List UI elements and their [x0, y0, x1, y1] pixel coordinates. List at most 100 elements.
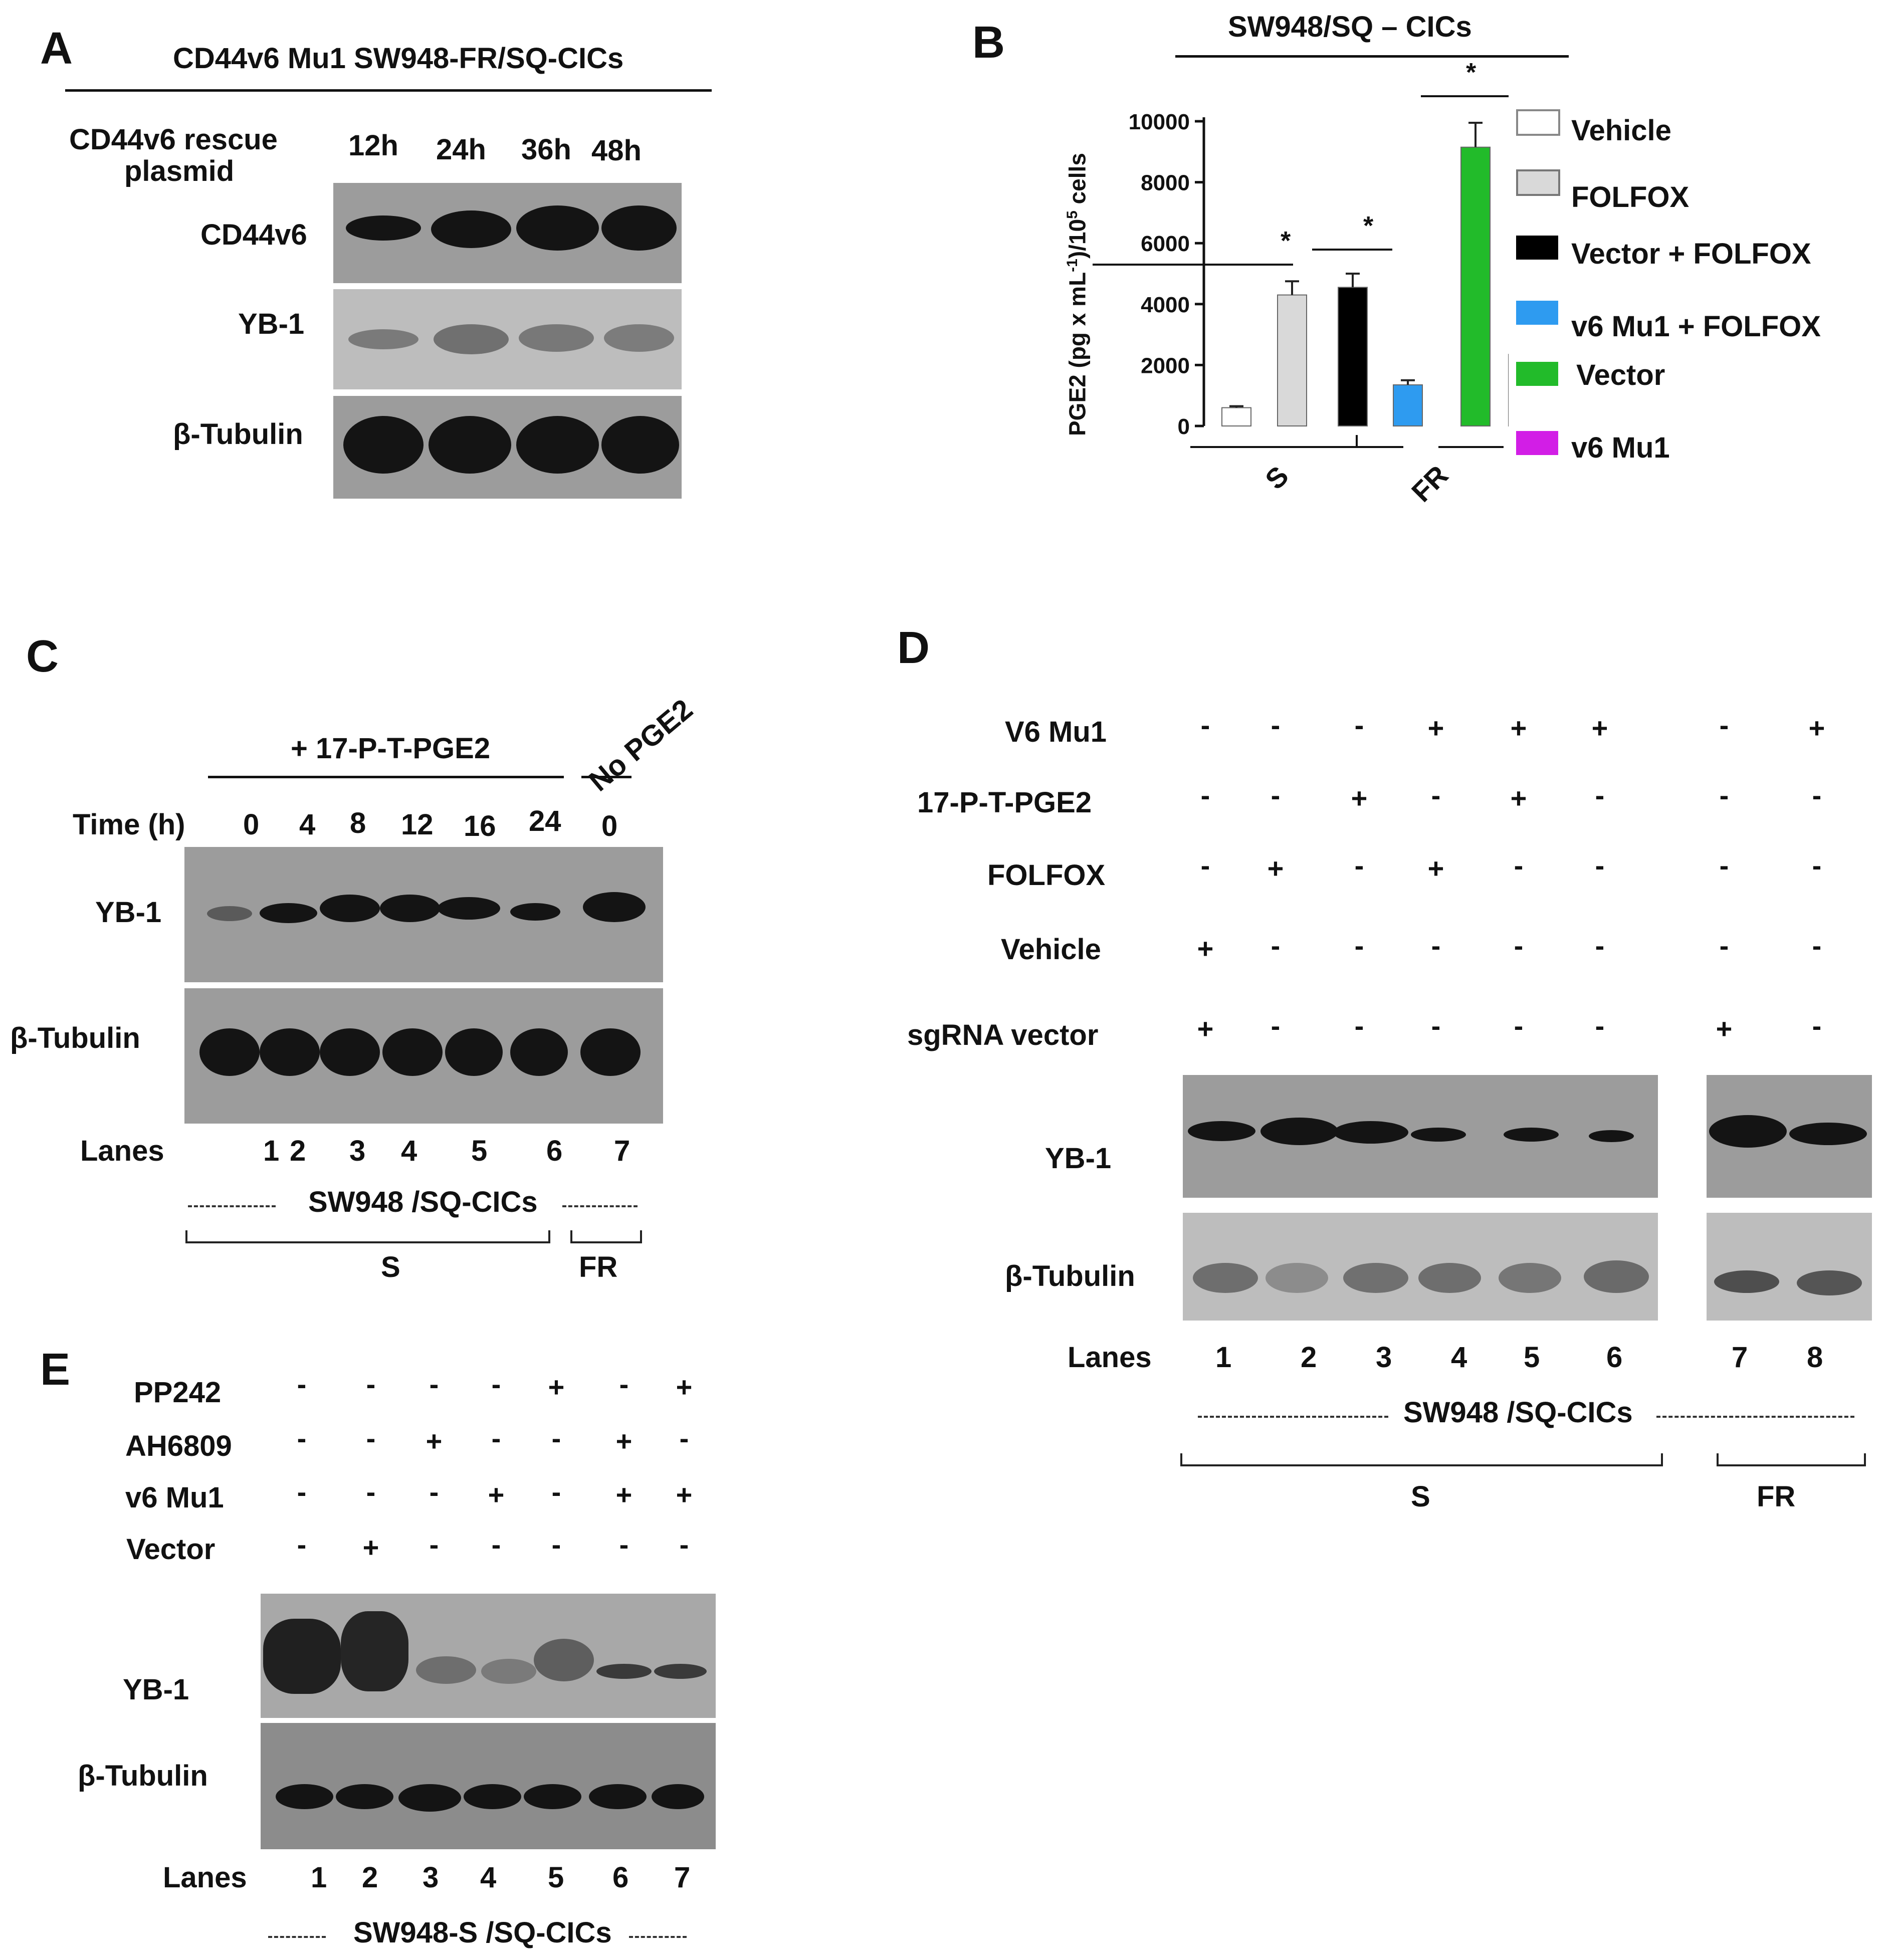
- panel-c-blot-tubulin: [184, 988, 663, 1124]
- panel-b-chart: 0 2000 4000 6000 8000 10000 S FR * * *: [1093, 60, 1509, 508]
- panel-e-dash-left: [268, 1936, 326, 1938]
- panel-d-sign-r4-c5: -: [1514, 930, 1524, 961]
- panel-e-sign-r4-c2: +: [362, 1532, 379, 1563]
- panel-d-sign-r3-c1: -: [1200, 849, 1210, 881]
- panel-d-blot-yb1-fr: [1707, 1075, 1872, 1198]
- panel-c-time-5: 16: [464, 810, 496, 842]
- panel-b-bar-5: [1460, 146, 1491, 426]
- panel-d-dash-right: [1656, 1416, 1854, 1418]
- panel-b-bar-4: [1393, 384, 1423, 426]
- panel-d-row-label-folfox: FOLFOX: [987, 859, 1106, 892]
- panel-e-sign-r3-c2: -: [366, 1476, 376, 1507]
- panel-d-sign-r5-c4: -: [1431, 1010, 1441, 1041]
- panel-c-dash-right: [562, 1205, 638, 1207]
- panel-d-lane-3: 3: [1376, 1341, 1392, 1374]
- legend-swatch-folfox: [1516, 169, 1560, 196]
- panel-d-sign-r5-c8: -: [1812, 1010, 1822, 1041]
- panel-b-sig-star-1: *: [1281, 227, 1291, 256]
- panel-d-sign-r1-c5: +: [1510, 712, 1527, 744]
- panel-e-sign-r1-c7: +: [676, 1371, 693, 1403]
- panel-b-bar-2: [1277, 294, 1307, 426]
- panel-e-lane-1: 1: [311, 1861, 327, 1894]
- panel-c-time-2: 4: [299, 808, 316, 841]
- panel-e-sign-r2-c7: -: [679, 1422, 689, 1454]
- panel-e-sign-r4-c3: -: [429, 1529, 439, 1560]
- panel-b-header-rule: [1175, 55, 1569, 58]
- panel-c-group-s: S: [381, 1251, 400, 1283]
- panel-c-lane-7: 7: [614, 1135, 630, 1167]
- panel-e-sign-r1-c4: -: [491, 1368, 501, 1400]
- panel-e-sign-r2-c1: -: [297, 1422, 307, 1454]
- panel-d-sign-r1-c7: -: [1719, 709, 1729, 741]
- panel-a-row-header-line1: CD44v6 rescue: [69, 123, 278, 156]
- panel-c-bracket-fr: [570, 1230, 642, 1243]
- panel-b-sig-star-3: *: [1466, 60, 1477, 87]
- panel-d-sign-r4-c2: -: [1271, 930, 1281, 961]
- panel-a-header-rule: [65, 89, 712, 92]
- panel-d-lane-7: 7: [1732, 1341, 1748, 1374]
- panel-a-label-cd44v6: CD44v6: [200, 219, 307, 251]
- panel-e-sign-r4-c6: -: [619, 1529, 629, 1560]
- panel-b-header: SW948/SQ – CICs: [1228, 11, 1472, 43]
- panel-a-label-yb1: YB-1: [238, 308, 305, 340]
- panel-e-sign-r3-c5: -: [551, 1476, 561, 1507]
- panel-e-lane-4: 4: [480, 1861, 497, 1894]
- panel-d-blot-tubulin-fr: [1707, 1213, 1872, 1321]
- panel-c-label-yb1: YB-1: [95, 896, 162, 929]
- panel-e-cell-line: SW948-S /SQ-CICs: [353, 1916, 612, 1949]
- panel-b-ytick-label-1: 2000: [1141, 353, 1190, 378]
- panel-e-dash-right: [629, 1936, 687, 1938]
- panel-d-sign-r4-c3: -: [1354, 930, 1364, 961]
- panel-b-ytick-label-2: 4000: [1141, 293, 1190, 317]
- panel-a-time-24h: 24h: [436, 133, 486, 166]
- panel-d-sign-r2-c2: -: [1271, 779, 1281, 811]
- panel-e-sign-r2-c4: -: [491, 1422, 501, 1454]
- panel-c-no-pge2-rule: [581, 776, 631, 778]
- panel-c-time-1: 0: [243, 808, 260, 841]
- panel-d-dash-left: [1198, 1416, 1388, 1418]
- panel-e-sign-r2-c5: -: [551, 1422, 561, 1454]
- legend-swatch-v6mu1-folfox: [1516, 301, 1558, 325]
- panel-d-sign-r2-c7: -: [1719, 779, 1729, 811]
- panel-e-row-label-vector: Vector: [126, 1533, 216, 1566]
- panel-d-sign-r5-c7: +: [1716, 1013, 1733, 1044]
- panel-c-label-tubulin: β-Tubulin: [10, 1022, 140, 1054]
- panel-a-label-tubulin: β-Tubulin: [173, 418, 303, 451]
- legend-swatch-vector: [1516, 362, 1558, 386]
- panel-e-sign-r2-c3: +: [426, 1425, 443, 1457]
- panel-d-sign-r2-c1: -: [1200, 779, 1210, 811]
- panel-d-sign-r2-c5: +: [1510, 782, 1527, 814]
- panel-e-lane-5: 5: [548, 1861, 564, 1894]
- panel-a-row-header-line2: plasmid: [124, 155, 235, 187]
- panel-e-sign-r1-c5: +: [548, 1371, 565, 1403]
- panel-d-sign-r3-c7: -: [1719, 849, 1729, 881]
- panel-b-letter: B: [972, 18, 1005, 68]
- panel-d-sign-r1-c6: +: [1591, 712, 1608, 744]
- panel-d-sign-r4-c8: -: [1812, 930, 1822, 961]
- panel-d-group-s: S: [1411, 1480, 1430, 1513]
- panel-d-row-label-vehicle: Vehicle: [1001, 933, 1101, 966]
- legend-swatch-vehicle: [1516, 109, 1560, 136]
- panel-e-sign-r2-c2: -: [366, 1422, 376, 1454]
- panel-e-sign-r3-c4: +: [488, 1479, 505, 1510]
- panel-b-ytick-label-3: 6000: [1141, 232, 1190, 256]
- panel-e-sign-r1-c1: -: [297, 1368, 307, 1400]
- legend-swatch-vector-folfox: [1516, 236, 1558, 260]
- panel-d-lanes-label: Lanes: [1068, 1341, 1152, 1374]
- panel-e-sign-r3-c3: -: [429, 1476, 439, 1507]
- panel-e-sign-r4-c4: -: [491, 1529, 501, 1560]
- panel-d-lane-5: 5: [1524, 1341, 1540, 1374]
- panel-c-lane-6: 6: [546, 1135, 563, 1167]
- panel-e-sign-r1-c6: -: [619, 1368, 629, 1400]
- panel-d-sign-r1-c3: -: [1354, 709, 1364, 741]
- panel-d-letter: D: [897, 623, 930, 673]
- panel-a-blot-cd44v6: [333, 183, 682, 283]
- panel-c-treatment-rule: [208, 776, 564, 778]
- panel-b-ylabel: PGE2 (pg x mL-1)/105 cells: [1064, 153, 1091, 436]
- legend-swatch-v6mu1: [1516, 431, 1558, 455]
- panel-c-blot-yb1: [184, 847, 663, 982]
- panel-c-lane-4: 4: [401, 1135, 417, 1167]
- legend-label-v6mu1: v6 Mu1: [1571, 431, 1670, 464]
- panel-b-bar-1: [1221, 407, 1251, 427]
- panel-e-label-tubulin: β-Tubulin: [78, 1760, 208, 1792]
